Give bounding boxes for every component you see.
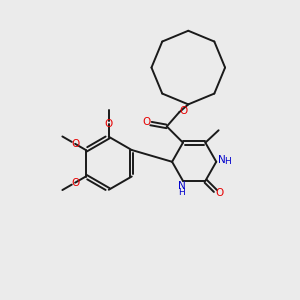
Text: O: O [215, 188, 223, 198]
Text: O: O [142, 117, 151, 127]
Text: H: H [178, 188, 185, 196]
Text: N: N [178, 181, 185, 191]
Text: O: O [105, 119, 113, 129]
Text: O: O [71, 178, 79, 188]
Text: O: O [179, 106, 188, 116]
Text: N: N [218, 155, 225, 165]
Text: O: O [71, 139, 79, 149]
Text: H: H [224, 157, 231, 166]
